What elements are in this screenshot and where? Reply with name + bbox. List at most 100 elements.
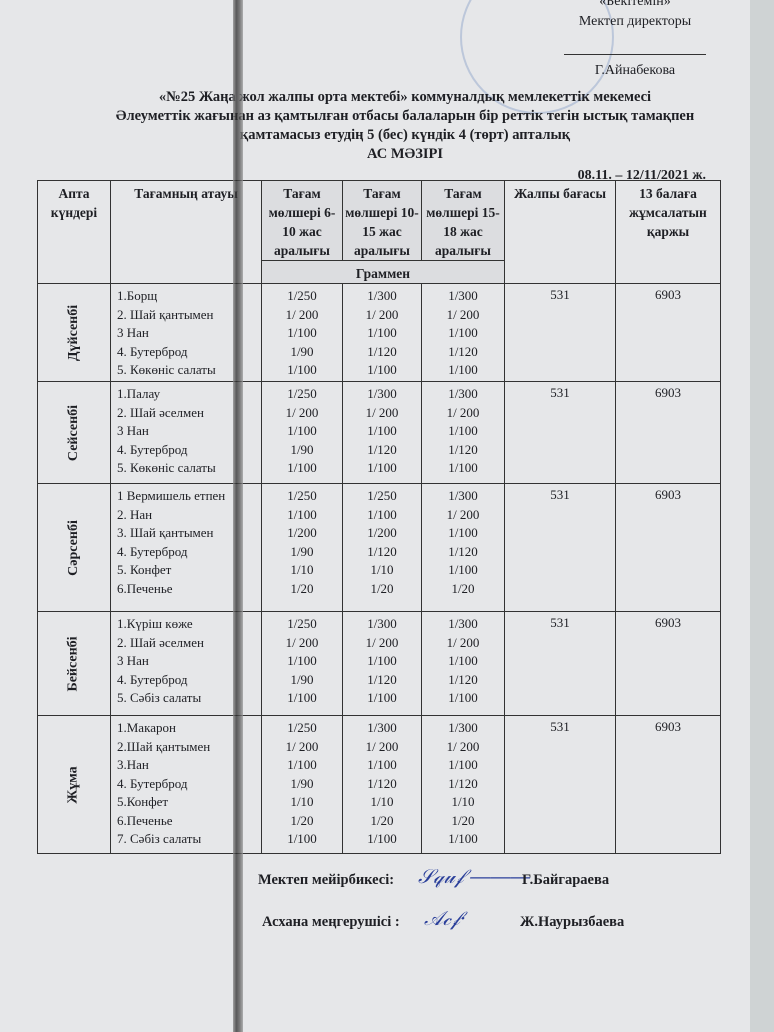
portion-value: 1/120 — [367, 441, 397, 457]
food-item: 2. Шай қантымен — [117, 306, 214, 322]
portion-value: 1/ 200 — [285, 306, 319, 322]
food-item: 1.Макарон — [117, 720, 176, 735]
canteen-head-signature: 𝒜𝒸𝒻· — [424, 906, 467, 930]
age2-portions: 1/250 1/100 1/200 1/120 1/10 1/20 — [342, 483, 422, 612]
food-item: 5.Конфет — [117, 794, 169, 809]
age3-portions: 1/300 1/ 200 1/100 1/120 1/100 1/20 — [421, 483, 505, 612]
age1-portions: 1/250 1/100 1/200 1/90 1/10 1/20 — [261, 483, 343, 612]
date-range: 08.11. – 12/11/2021 ж. — [577, 168, 706, 183]
food-item: 5. Көкөніс салаты — [117, 362, 216, 377]
food-item: 5. Көкөніс салаты — [117, 460, 216, 475]
food-item: 1.Борщ — [117, 288, 158, 303]
food-item: 2. Нан — [117, 506, 153, 522]
portion-value: 1/100 — [367, 460, 397, 475]
portion-value: 1/100 — [287, 460, 317, 475]
portion-value: 1/120 — [448, 671, 478, 687]
portion-value: 1/ 200 — [365, 306, 399, 322]
age1-portions: 1/250 1/ 200 1/100 1/90 1/100 — [261, 381, 343, 484]
age2-portions: 1/300 1/ 200 1/100 1/120 1/100 — [342, 611, 422, 716]
day-cell: Бейсенбі — [37, 611, 111, 716]
portion-value: 1/100 — [367, 690, 397, 705]
day-name: Жұма — [65, 766, 81, 804]
food-item: 1 Вермишель етпен — [117, 488, 226, 503]
portion-value: 1/120 — [367, 543, 397, 559]
portion-value: 1/100 — [367, 325, 397, 340]
portion-value: 1/ 200 — [446, 404, 480, 420]
food-item: 5. Сәбіз салаты — [117, 690, 202, 705]
approval-label: «Бекітемін» — [599, 0, 671, 9]
portion-value: 1/300 — [367, 386, 397, 401]
portion-value: 1/120 — [367, 775, 397, 791]
food-item: 2.Шай қантымен — [117, 738, 211, 754]
portion-value: 1/300 — [367, 616, 397, 631]
portion-value: 1/ 200 — [446, 306, 480, 322]
price-cell: 531 — [504, 715, 616, 854]
day-cell: Жұма — [37, 715, 111, 854]
food-item: 3 Нан — [117, 653, 149, 668]
portion-value: 1/300 — [367, 288, 397, 303]
portion-value: 1/ 200 — [285, 634, 319, 650]
portion-value: 1/100 — [448, 653, 478, 668]
title-line-4: АС МӘЗІРІ — [366, 146, 444, 162]
food-item: 6.Печенье — [117, 580, 173, 596]
portion-value: 1/100 — [448, 460, 478, 475]
portion-value: 1/300 — [367, 720, 397, 735]
portion-value: 1/100 — [367, 757, 397, 772]
nurse-name: Г.Байгараева — [522, 872, 610, 888]
portion-value: 1/20 — [370, 580, 394, 596]
portion-value: 1/120 — [367, 671, 397, 687]
portion-value: 1/100 — [287, 506, 317, 522]
age1-portions: 1/250 1/ 200 1/100 1/90 1/100 — [261, 611, 343, 716]
portion-value: 1/10 — [370, 562, 394, 577]
portion-value: 1/90 — [290, 775, 314, 791]
portion-value: 1/100 — [448, 423, 478, 438]
age3-portions: 1/300 1/ 200 1/100 1/120 1/100 — [421, 381, 505, 484]
header-age1: Тағам мөлшері 6-10 жас аралығы — [261, 180, 343, 261]
portion-value: 1/20 — [290, 812, 314, 828]
portion-value: 1/300 — [448, 616, 478, 631]
price-cell: 531 — [504, 283, 616, 382]
portion-value: 1/90 — [290, 671, 314, 687]
portion-value: 1/250 — [287, 386, 317, 401]
portion-value: 1/90 — [290, 543, 314, 559]
price-cell: 531 — [504, 611, 616, 716]
portion-value: 1/100 — [287, 653, 317, 668]
food-item: 3.Нан — [117, 757, 149, 772]
day-name: Дүйсенбі — [65, 304, 81, 362]
portion-value: 1/ 200 — [365, 738, 399, 754]
portion-value: 1/100 — [448, 562, 478, 577]
portion-value: 1/300 — [448, 386, 478, 401]
total-cell: 6903 — [615, 611, 721, 716]
portion-value: 1/100 — [448, 831, 478, 846]
header-day: Апта күндері — [37, 180, 111, 284]
portion-value: 1/100 — [287, 831, 317, 846]
portion-value: 1/100 — [287, 362, 317, 377]
food-item: 3. Шай қантымен — [117, 525, 214, 540]
portion-value: 1/ 200 — [365, 634, 399, 650]
document-title: «№25 Жаңа жол жалпы орта мектебі» коммун… — [60, 88, 750, 164]
total-cell: 6903 — [615, 283, 721, 382]
total-cell: 6903 — [615, 381, 721, 484]
price-cell: 531 — [504, 483, 616, 612]
food-item: 4. Бутерброд — [117, 543, 188, 559]
food-item: 5. Конфет — [117, 562, 172, 577]
portion-value: 1/250 — [287, 720, 317, 735]
portion-value: 1/120 — [448, 343, 478, 359]
portion-value: 1/120 — [367, 343, 397, 359]
portion-value: 1/100 — [448, 690, 478, 705]
table-row: Сәрсенбі 1 Вермишель етпен 2. Нан 3. Шай қа… — [37, 483, 721, 612]
header-unit: Граммен — [261, 260, 505, 284]
portion-value: 1/ 200 — [285, 404, 319, 420]
food-item: 3 Нан — [117, 325, 149, 340]
table-row: Бейсенбі 1.Күріш көже 2. Шай әселмен 3 Нан 4… — [37, 611, 721, 716]
food-item: 3 Нан — [117, 423, 149, 438]
age2-portions: 1/300 1/ 200 1/100 1/120 1/10 1/20 1/100 — [342, 715, 422, 854]
portion-value: 1/10 — [290, 562, 314, 577]
portion-value: 1/100 — [448, 525, 478, 540]
food-item: 1.Палау — [117, 386, 161, 401]
total-cell: 6903 — [615, 715, 721, 854]
portion-value: 1/100 — [448, 325, 478, 340]
portion-value: 1/200 — [367, 525, 397, 540]
food-item: 4. Бутерброд — [117, 671, 188, 687]
portion-value: 1/100 — [287, 423, 317, 438]
